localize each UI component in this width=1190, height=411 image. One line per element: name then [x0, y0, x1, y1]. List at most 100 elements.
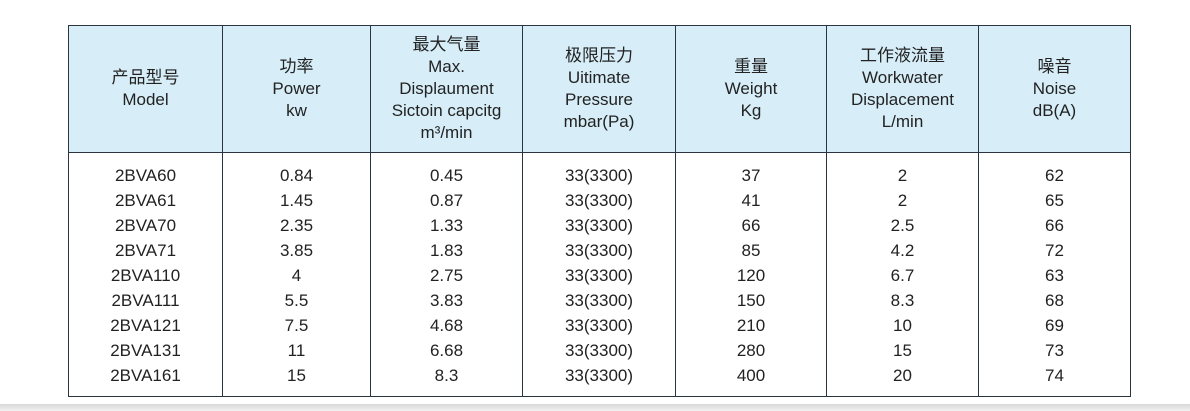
table-cell: 150	[675, 288, 827, 313]
table-cell: 6.68	[370, 338, 523, 363]
table-row: 2BVA110 4 2.75 33(3300) 120 6.7 63	[68, 263, 1131, 288]
table-cell: 120	[675, 263, 827, 288]
table-cell: 3.85	[222, 238, 371, 263]
table-cell: 400	[675, 363, 827, 397]
table-header: 产品型号 Model 功率 Power kw 最大气量 Max. Displaument Sic…	[68, 25, 1131, 153]
table-row: 2BVA121 7.5 4.68 33(3300) 210 10 69	[68, 313, 1131, 338]
table-cell: 15	[222, 363, 371, 397]
table-cell: 33(3300)	[522, 313, 676, 338]
header-line: Workwater	[862, 68, 943, 87]
table-cell: 2	[826, 152, 979, 188]
table-cell: 33(3300)	[522, 238, 676, 263]
table-cell: 8.3	[826, 288, 979, 313]
header-line: Noise	[1032, 79, 1077, 98]
header-cell: 重量 Weight Kg	[675, 25, 827, 153]
table-cell: 33(3300)	[522, 338, 676, 363]
table-cell: 280	[675, 338, 827, 363]
table-cell: 8.3	[370, 363, 523, 397]
header-cell: 极限压力 Uitimate Pressure mbar(Pa)	[522, 25, 676, 153]
header-cell: 最大气量 Max. Displaument Sictoin capcitg m³/min	[370, 25, 523, 153]
header-line: 功率	[279, 57, 314, 76]
table-cell: 66	[978, 213, 1131, 238]
table-cell: 2BVA60	[68, 152, 223, 188]
header-line: Sictoin capcitg	[391, 101, 502, 120]
table-cell: 1.45	[222, 188, 371, 213]
header-line: Model	[122, 90, 169, 109]
table-cell: 2BVA111	[68, 288, 223, 313]
page-edge	[0, 404, 1190, 411]
header-cell: 工作液流量 Workwater Displacement L/min	[826, 25, 979, 153]
header-line: Kg	[740, 101, 762, 120]
table-cell: 3.83	[370, 288, 523, 313]
table-cell: 33(3300)	[522, 363, 676, 397]
table-cell: 33(3300)	[522, 213, 676, 238]
table-cell: 73	[978, 338, 1131, 363]
header-line: 噪音	[1037, 57, 1072, 76]
header-line: m³/min	[420, 123, 473, 142]
table-cell: 63	[978, 263, 1131, 288]
header-line: Uitimate	[567, 68, 631, 87]
header-line: L/min	[881, 112, 924, 131]
table-cell: 2BVA110	[68, 263, 223, 288]
table-cell: 10	[826, 313, 979, 338]
header-row: 产品型号 Model 功率 Power kw 最大气量 Max. Displaument Sic…	[68, 25, 1131, 153]
header-line: 工作液流量	[860, 46, 945, 65]
table-row: 2BVA131 11 6.68 33(3300) 280 15 73	[68, 338, 1131, 363]
table-cell: 2BVA131	[68, 338, 223, 363]
table-cell: 65	[978, 188, 1131, 213]
table-cell: 37	[675, 152, 827, 188]
table-cell: 33(3300)	[522, 188, 676, 213]
table-cell: 33(3300)	[522, 152, 676, 188]
header-line: Pressure	[564, 90, 634, 109]
header-cell: 噪音 Noise dB(A)	[978, 25, 1131, 153]
table-cell: 210	[675, 313, 827, 338]
header-line: Displacement	[851, 90, 954, 109]
table-cell: 4.68	[370, 313, 523, 338]
table-cell: 11	[222, 338, 371, 363]
table-row: 2BVA70 2.35 1.33 33(3300) 66 2.5 66	[68, 213, 1131, 238]
header-line: 极限压力	[565, 46, 633, 65]
table-cell: 0.84	[222, 152, 371, 188]
header-line: 产品型号	[111, 68, 180, 87]
table-cell: 5.5	[222, 288, 371, 313]
table-row: 2BVA161 15 8.3 33(3300) 400 20 74	[68, 363, 1131, 397]
header-cell: 功率 Power kw	[222, 25, 371, 153]
table-row: 2BVA60 0.84 0.45 33(3300) 37 2 62	[68, 152, 1131, 188]
header-line: kw	[286, 101, 307, 120]
table-cell: 4	[222, 263, 371, 288]
header-line: Displaument	[399, 79, 494, 98]
table-cell: 2BVA70	[68, 213, 223, 238]
header-cell: 产品型号 Model	[68, 25, 223, 153]
header-line: mbar(Pa)	[563, 112, 635, 131]
table-cell: 2.75	[370, 263, 523, 288]
table-cell: 2.5	[826, 213, 979, 238]
header-line: Max.	[428, 57, 465, 76]
table-cell: 41	[675, 188, 827, 213]
table-cell: 15	[826, 338, 979, 363]
table-cell: 2BVA121	[68, 313, 223, 338]
table-cell: 0.45	[370, 152, 523, 188]
table-cell: 1.33	[370, 213, 523, 238]
table-cell: 2BVA71	[68, 238, 223, 263]
table-cell: 7.5	[222, 313, 371, 338]
table-row: 2BVA111 5.5 3.83 33(3300) 150 8.3 68	[68, 288, 1131, 313]
table-row: 2BVA71 3.85 1.83 33(3300) 85 4.2 72	[68, 238, 1131, 263]
table-cell: 62	[978, 152, 1131, 188]
header-line: dB(A)	[1032, 101, 1077, 120]
table-cell: 1.83	[370, 238, 523, 263]
table-cell: 20	[826, 363, 979, 397]
table-cell: 66	[675, 213, 827, 238]
spec-table: 产品型号 Model 功率 Power kw 最大气量 Max. Displaument Sic…	[68, 25, 1131, 397]
table-cell: 2	[826, 188, 979, 213]
header-line: 最大气量	[412, 35, 481, 54]
table-cell: 2BVA61	[68, 188, 223, 213]
table-row: 2BVA61 1.45 0.87 33(3300) 41 2 65	[68, 188, 1131, 213]
header-line: Weight	[724, 79, 778, 98]
table-cell: 85	[675, 238, 827, 263]
table-cell: 0.87	[370, 188, 523, 213]
table-cell: 68	[978, 288, 1131, 313]
table-cell: 6.7	[826, 263, 979, 288]
header-line: 重量	[734, 57, 768, 76]
table-cell: 74	[978, 363, 1131, 397]
